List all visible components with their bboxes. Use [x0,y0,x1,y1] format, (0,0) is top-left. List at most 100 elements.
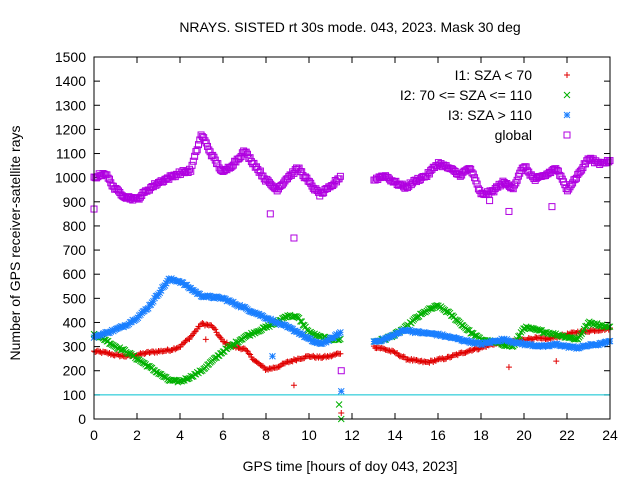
data-point [146,349,153,356]
outlier-point [337,387,345,395]
data-point [188,161,196,169]
data-point [469,170,477,178]
legend-marker [564,72,570,78]
data-point [425,358,432,365]
data-point [214,331,221,338]
data-point [274,364,281,371]
data-point [439,355,446,362]
y-tick-label: 600 [63,266,87,282]
data-point [535,326,543,334]
data-point [309,353,316,360]
data-point [189,157,197,165]
data-point [98,350,105,357]
data-point [217,334,224,341]
data-point [522,340,530,348]
data-point [213,329,220,336]
y-tick-label: 900 [63,194,87,210]
outlier-point [266,210,274,218]
x-tick-label: 20 [516,427,532,443]
data-point [579,342,587,349]
data-point [322,338,330,346]
data-point [161,282,169,289]
y-tick-label: 100 [63,387,87,403]
data-point [222,295,229,303]
y-tick-label: 1400 [55,73,86,89]
data-point [271,319,278,326]
data-point [183,337,190,344]
data-point [124,349,131,357]
y-tick-label: 500 [63,290,87,306]
data-point [133,355,140,363]
data-point [289,325,297,333]
data-point [557,332,565,340]
data-point [162,279,170,287]
axes: 0100200300400500600700800900100011001200… [55,49,618,443]
outlier-point [202,336,209,343]
data-point [536,334,543,341]
data-point [284,312,291,319]
data-point [164,277,171,285]
legend-marker [563,91,571,99]
y-tick-label: 1300 [55,97,86,113]
data-point [337,329,344,336]
data-point [330,334,338,342]
data-point [381,345,388,352]
data-point [236,301,244,309]
data-point [170,376,178,384]
data-point [113,325,121,332]
data-point [253,328,260,336]
outlier-point [338,409,345,416]
data-point [518,340,526,348]
x-tick-label: 4 [176,427,184,443]
data-point [180,340,187,347]
data-point [541,335,548,342]
data-point [400,353,407,360]
data-point [431,357,438,364]
data-point [566,334,574,341]
data-point [212,326,219,333]
data-point [471,332,478,340]
data-point [463,348,470,355]
data-point [595,322,602,329]
legend-label: I1: SZA < 70 [455,67,533,83]
series-global [90,131,614,204]
data-point [144,304,152,312]
data-point [228,341,236,349]
data-point [405,356,412,363]
x-tick-label: 10 [301,427,317,443]
data-point [413,357,420,364]
data-point [536,342,544,350]
data-point [194,326,201,333]
data-point [432,302,440,310]
data-point [228,299,236,306]
chart-title: NRAYS. SISTED rt 30s mode. 043, 2023. Ma… [179,19,520,35]
x-tick-label: 24 [602,427,618,443]
data-point [157,287,165,294]
data-point [395,352,402,359]
x-tick-label: 2 [133,427,141,443]
outlier-point [337,367,345,375]
y-tick-label: 200 [63,363,87,379]
y-tick-label: 1100 [56,146,86,162]
data-point [525,335,532,342]
outlier-point [505,364,512,371]
data-point [210,324,217,331]
data-point [94,347,101,354]
y-tick-label: 800 [63,218,87,234]
data-point [315,332,322,340]
data-point [329,352,336,359]
y-axis-label: Number of GPS receiver-satellite rays [7,126,23,361]
data-point [247,351,254,358]
data-point [467,330,475,337]
data-point [191,152,199,160]
x-tick-label: 14 [387,427,403,443]
data-point [245,350,252,357]
data-point [156,289,164,297]
data-point [571,335,579,343]
data-point [269,365,276,372]
data-point [154,349,161,356]
data-point [391,349,398,356]
x-tick-label: 22 [559,427,575,443]
data-point [605,323,613,331]
x-axis-label: GPS time [hours of doy 043, 2023] [243,458,458,474]
